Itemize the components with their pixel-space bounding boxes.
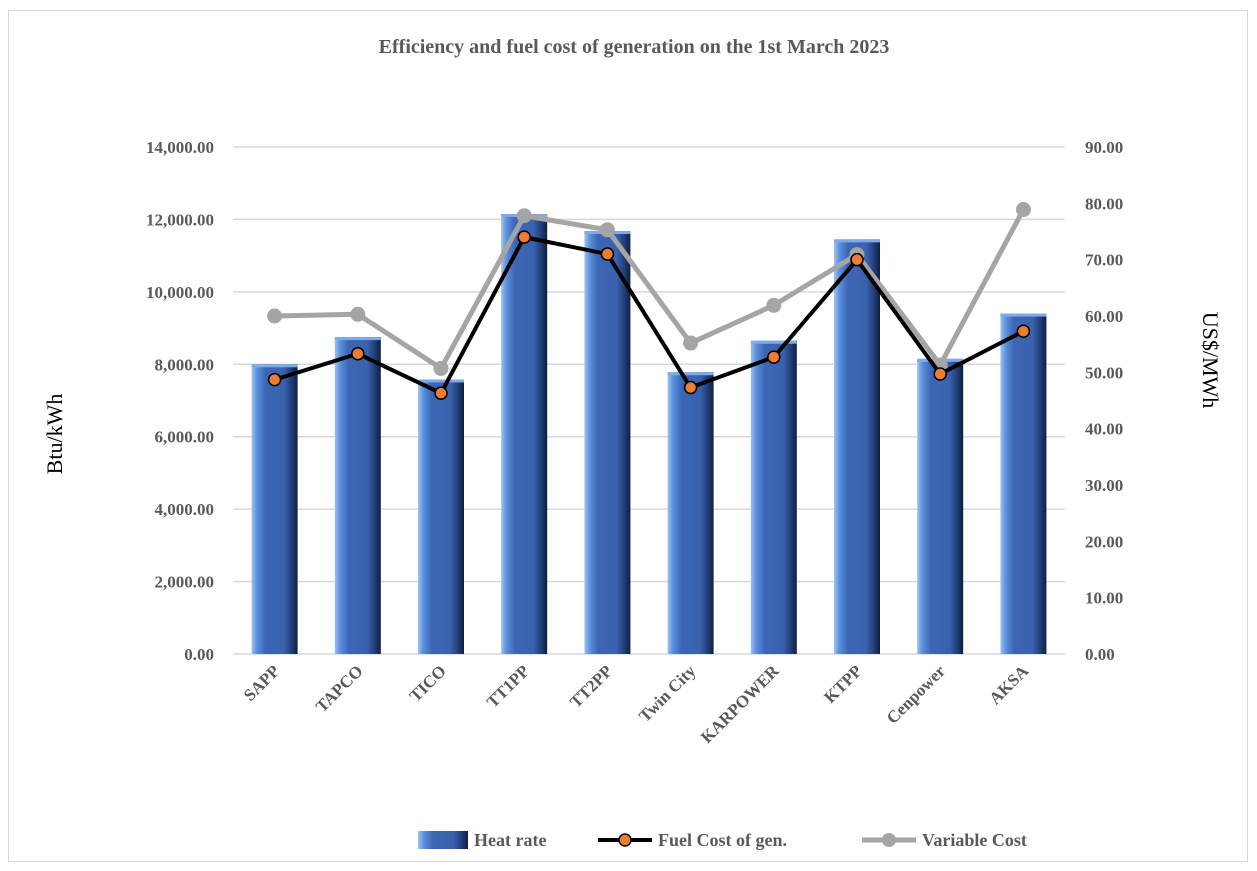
chart-title: Efficiency and fuel cost of generation o… (379, 36, 890, 58)
x-tick-label: Twin City (635, 661, 700, 726)
x-tick-label: TICO (406, 661, 450, 705)
y-left-tick-label: 10,000.00 (146, 283, 214, 302)
x-tick-label: Cenpower (883, 661, 950, 728)
y-right-tick-label: 60.00 (1085, 307, 1123, 326)
point-variable-cost (516, 208, 532, 224)
point-fuel-cost-of-gen (267, 372, 282, 387)
legend-label-variable-cost: Variable Cost (922, 830, 1027, 850)
bar-heat-rate (834, 239, 880, 654)
bar-heat-rate (667, 372, 714, 654)
y-right-tick-label: 0.00 (1085, 645, 1115, 664)
point-variable-cost (433, 360, 449, 376)
point-fuel-cost-of-gen (434, 386, 448, 400)
legend-swatch-heat-rate (418, 831, 468, 849)
point-fuel-cost-of-gen (517, 230, 531, 244)
bar-top-bevel (1000, 313, 1047, 317)
point-variable-cost (267, 308, 283, 324)
x-tick-label: SAPP (240, 661, 283, 704)
bar-top-bevel (667, 372, 714, 376)
y-left-tick-label: 0.00 (184, 645, 214, 664)
x-tick-label: KARPOWER (697, 661, 783, 747)
point-variable-cost (350, 306, 366, 322)
point-fuel-cost-of-gen (351, 346, 365, 361)
y-right-axis-title: US$/MWh (1198, 312, 1223, 409)
bar-heat-rate (750, 340, 797, 654)
bar-top-bevel (834, 239, 880, 243)
y-left-tick-label: 14,000.00 (146, 138, 214, 157)
legend-label-fuel-cost: Fuel Cost of gen. (658, 830, 787, 850)
bar-heat-rate (584, 231, 631, 654)
point-variable-cost (683, 335, 699, 351)
y-right-tick-label: 10.00 (1085, 589, 1123, 608)
bar-heat-rate (917, 358, 964, 654)
x-tick-label: AKSA (985, 661, 1032, 708)
point-fuel-cost-of-gen (683, 380, 698, 395)
y-right-tick-label: 30.00 (1085, 476, 1123, 495)
bar-top-bevel (251, 364, 298, 368)
legend-label-heat-rate: Heat rate (474, 830, 546, 850)
y-right-tick-label: 20.00 (1085, 532, 1123, 551)
y-right-tick-label: 90.00 (1085, 138, 1123, 157)
legend: Heat rate Fuel Cost of gen. Variable Cost (418, 830, 1027, 850)
point-fuel-cost-of-gen (933, 367, 947, 381)
y-left-tick-label: 8,000.00 (155, 355, 215, 374)
bar-top-bevel (418, 379, 464, 383)
point-variable-cost (766, 297, 782, 313)
y-right-tick-label: 50.00 (1085, 363, 1123, 382)
bar-top-bevel (750, 340, 797, 344)
x-tick-label: TAPCO (312, 661, 367, 716)
legend-swatch-fuel-cost-marker (618, 833, 632, 847)
x-tick-label: KTPP (820, 661, 865, 706)
y-right-tick-label: 40.00 (1085, 420, 1123, 439)
bar-top-bevel (334, 337, 381, 341)
point-variable-cost (599, 222, 615, 238)
point-variable-cost (1015, 202, 1031, 218)
point-fuel-cost-of-gen (600, 247, 615, 261)
y-left-tick-label: 12,000.00 (146, 210, 214, 229)
bar-heat-rate (501, 213, 548, 654)
point-fuel-cost-of-gen (850, 252, 864, 267)
y-left-tick-label: 4,000.00 (155, 500, 215, 519)
y-left-axis-title: Btu/kWh (42, 394, 67, 475)
line-fuel-cost-of-gen (274, 235, 1025, 396)
y-left-tick-label: 6,000.00 (155, 428, 215, 447)
x-tick-label: TT1PP (483, 661, 533, 711)
y-right-tick-label: 70.00 (1085, 251, 1123, 270)
y-right-tick-label: 80.00 (1085, 194, 1123, 213)
point-fuel-cost-of-gen (1016, 324, 1031, 338)
bar-heat-rate (418, 379, 464, 654)
y-left-tick-label: 2,000.00 (155, 573, 215, 592)
line-variable-cost (274, 208, 1026, 371)
x-tick-label: TT2PP (566, 661, 616, 711)
bar-heat-rate (251, 364, 298, 654)
point-fuel-cost-of-gen (767, 350, 781, 364)
legend-swatch-variable-cost-marker (882, 833, 896, 847)
bar-heat-rate (334, 337, 381, 654)
bar-heat-rate (1000, 313, 1047, 654)
